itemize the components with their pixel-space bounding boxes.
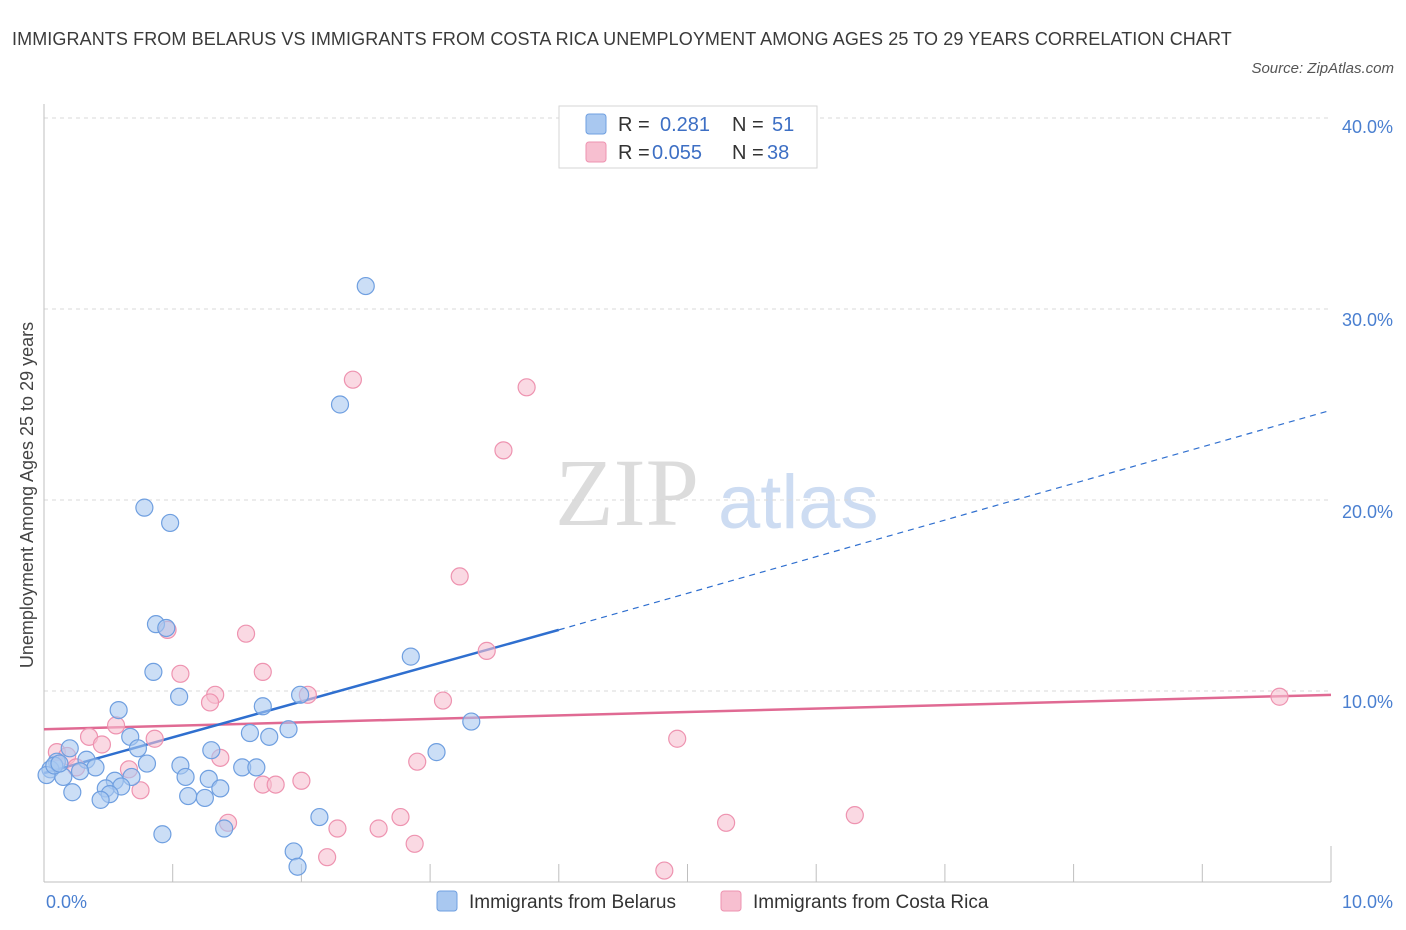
scatter-points	[37, 276, 1289, 880]
y-tick-label-30: 30.0%	[1342, 310, 1393, 330]
point-costa-rica-7	[171, 664, 190, 683]
point-costa-rica-30	[717, 813, 736, 832]
point-costa-rica-3	[450, 567, 469, 586]
legend-r-label-costa-rica: R =	[618, 142, 650, 164]
point-costa-rica-22	[408, 752, 427, 771]
legend-bottom-label-costa-rica: Immigrants from Costa Rica	[753, 892, 989, 913]
point-costa-rica-18	[92, 735, 112, 754]
x-tick-label-max: 10.0%	[1342, 892, 1393, 912]
point-belarus-28	[70, 762, 90, 781]
point-belarus-40	[179, 786, 198, 806]
point-costa-rica-15	[145, 729, 164, 748]
legend-swatch-costa-rica	[585, 141, 607, 163]
point-belarus-38	[63, 783, 82, 802]
point-belarus-10	[291, 685, 310, 704]
point-belarus-6	[144, 662, 163, 682]
point-costa-rica-17	[668, 729, 687, 748]
y-tick-label-40: 40.0%	[1342, 117, 1393, 137]
point-belarus-11	[109, 700, 128, 720]
point-belarus-5	[157, 618, 176, 638]
point-belarus-18	[202, 741, 221, 760]
point-costa-rica-29	[391, 807, 410, 827]
legend-n-value-belarus: 51	[772, 114, 794, 136]
trend-line-costa-rica	[43, 693, 1332, 731]
point-costa-rica-35	[405, 834, 424, 853]
point-belarus-44	[215, 819, 234, 838]
point-costa-rica-1	[517, 378, 536, 397]
point-belarus-14	[240, 723, 260, 743]
axes: 10.0% 20.0% 30.0% 40.0% 0.0% 10.0%	[43, 104, 1393, 912]
point-belarus-19	[427, 743, 446, 762]
point-costa-rica-37	[655, 861, 674, 880]
watermark-zip: ZIP	[555, 439, 699, 546]
legend-bottom: Immigrants from Belarus Immigrants from …	[436, 890, 989, 913]
point-belarus-27	[247, 758, 266, 777]
point-costa-rica-6	[477, 641, 496, 660]
legend-r-value-belarus: 0.281	[660, 114, 710, 136]
x-tick-label-min: 0.0%	[46, 892, 87, 912]
point-belarus-8	[170, 687, 189, 706]
point-belarus-50	[50, 754, 69, 773]
point-belarus-45	[153, 825, 172, 844]
point-costa-rica-33	[328, 819, 347, 838]
source-label: Source: ZipAtlas.com	[1251, 60, 1394, 77]
legend-bottom-label-belarus: Immigrants from Belarus	[469, 892, 676, 913]
point-costa-rica-14	[106, 716, 126, 735]
point-belarus-41	[91, 790, 110, 809]
point-belarus-47	[288, 857, 307, 876]
point-costa-rica-11	[200, 693, 220, 712]
point-belarus-13	[279, 720, 298, 739]
point-belarus-7	[401, 647, 420, 666]
point-belarus-12	[462, 712, 481, 731]
point-belarus-2	[135, 498, 154, 517]
legend-n-value-costa-rica: 38	[767, 142, 789, 164]
point-costa-rica-2	[494, 441, 513, 460]
point-belarus-20	[60, 739, 79, 758]
trend-line-belarus-projection	[558, 409, 1332, 631]
legend-r-value-costa-rica: 0.055	[652, 142, 702, 164]
y-tick-label-10: 10.0%	[1342, 692, 1393, 712]
point-costa-rica-36	[318, 848, 337, 867]
point-belarus-32	[176, 767, 195, 787]
y-tick-label-20: 20.0%	[1342, 502, 1393, 522]
point-costa-rica-12	[433, 691, 453, 710]
legend-r-label-belarus: R =	[618, 114, 650, 136]
point-costa-rica-25	[292, 771, 311, 790]
point-belarus-25	[86, 758, 105, 777]
point-costa-rica-27	[266, 775, 285, 794]
point-costa-rica-31	[845, 806, 864, 825]
point-costa-rica-5	[236, 624, 256, 643]
point-belarus-1	[330, 395, 350, 414]
gridlines	[44, 117, 1331, 692]
point-belarus-42	[195, 788, 214, 808]
point-belarus-17	[128, 739, 148, 758]
legend-n-label-costa-rica: N =	[732, 142, 764, 164]
point-belarus-46	[284, 842, 303, 861]
point-costa-rica-34	[369, 819, 388, 838]
legend-bottom-swatch-costa-rica	[720, 890, 742, 912]
legend-n-label-belarus: N =	[732, 114, 764, 136]
watermark-atlas: atlas	[718, 460, 879, 545]
point-costa-rica-28	[131, 781, 150, 800]
point-costa-rica-0	[343, 370, 362, 389]
y-axis-title: Unemployment Among Ages 25 to 29 years	[17, 322, 37, 668]
point-belarus-37	[211, 779, 230, 798]
point-belarus-15	[260, 727, 279, 746]
point-belarus-3	[161, 513, 180, 533]
legend-swatch-belarus	[585, 113, 607, 135]
legend-top: R = 0.281 N = 51 R = 0.055 N = 38	[558, 105, 818, 169]
point-belarus-0	[356, 276, 375, 296]
point-belarus-9	[253, 697, 272, 716]
chart-title: IMMIGRANTS FROM BELARUS VS IMMIGRANTS FR…	[12, 29, 1232, 49]
point-costa-rica-13	[1270, 687, 1289, 706]
point-belarus-43	[310, 807, 329, 827]
point-costa-rica-8	[253, 662, 272, 682]
legend-bottom-swatch-belarus	[436, 890, 458, 912]
point-belarus-23	[137, 754, 157, 773]
